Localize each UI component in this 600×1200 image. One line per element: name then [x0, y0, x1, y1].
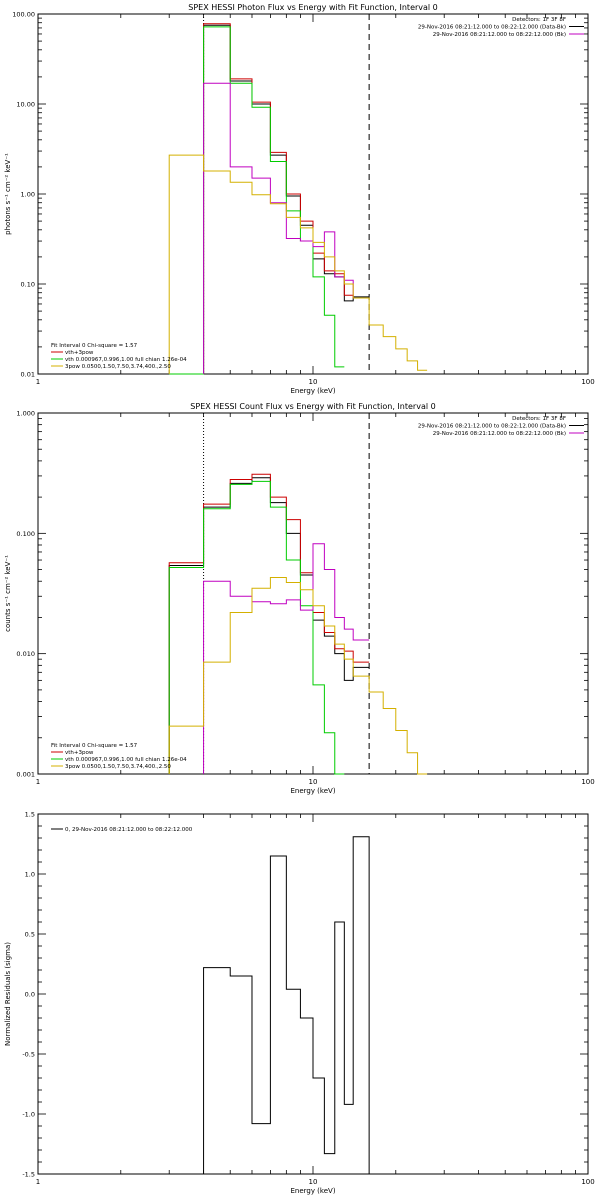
x-tick-label: 100: [581, 378, 594, 386]
x-tick-label: 10: [309, 778, 318, 786]
info-line: 29-Nov-2016 08:21:12.000 to 08:22:12.000…: [418, 424, 566, 430]
legend-label: vth 0.000967,0.996,1.00 full chian 1.26e…: [65, 757, 187, 763]
data-series-5: [168, 576, 428, 775]
x-tick-label: 100: [581, 1178, 594, 1186]
y-tick-label: 100.00: [12, 11, 35, 19]
data-series-3: [168, 480, 345, 775]
y-axis-label: Normalized Residuals (sigma): [4, 942, 12, 1046]
y-tick-label: 0.01: [21, 371, 35, 379]
y-tick-label: 0.0: [25, 991, 35, 999]
y-tick-label: 1.00: [21, 191, 35, 199]
y-axis-label: photons s⁻¹ cm⁻² keV⁻¹: [4, 153, 12, 235]
info-line: Detectors: 1F 3F 8F: [512, 416, 566, 422]
chart-title: SPEX HESSI Photon Flux vs Energy with Fi…: [188, 3, 438, 12]
info-line: Detectors: 1F 3F 8F: [512, 17, 566, 23]
data-series-1: [168, 477, 370, 774]
legend-label: vth 0.000967,0.996,1.00 full chian 1.26e…: [65, 357, 187, 363]
legend-label: vth+3pow: [65, 750, 94, 756]
y-tick-label: 0.010: [16, 650, 35, 658]
x-tick-label: 10: [309, 378, 318, 386]
y-tick-label: -0.5: [22, 1051, 35, 1059]
data-series-1: [203, 836, 370, 1174]
y-tick-label: 0.5: [25, 931, 35, 939]
x-tick-label: 1: [36, 778, 40, 786]
chart-panel-1: SPEX HESSI Photon Flux vs Energy with Fi…: [4, 3, 595, 395]
info-line: 29-Nov-2016 08:21:12.000 to 08:22:12.000…: [433, 32, 566, 38]
chart-title: SPEX HESSI Count Flux vs Energy with Fit…: [190, 402, 435, 411]
legend-label: 0, 29-Nov-2016 08:21:12.000 to 08:22:12.…: [65, 827, 193, 833]
chart-panel-2: SPEX HESSI Count Flux vs Energy with Fit…: [4, 402, 595, 795]
data-series-5: [168, 154, 428, 374]
x-axis-label: Energy (keV): [290, 1187, 335, 1195]
x-axis-label: Energy (keV): [290, 387, 335, 395]
chart-panel-3: 1 10 100 Energy (keV) -1.5 -1.0 -0.5 0.0 0.5 1.0 1…: [4, 811, 595, 1196]
plot-frame: [37, 813, 589, 1175]
legend-title: Fit Interval 0 Chi-square = 1.57: [51, 343, 138, 349]
y-tick-label: 0.10: [21, 281, 35, 289]
y-tick-label: 1.000: [16, 410, 35, 418]
data-series-2: [168, 473, 370, 774]
y-tick-label: 1.0: [25, 871, 35, 879]
y-tick-label: 10.00: [16, 101, 35, 109]
legend-label: 3pow 0.0500,1.50,7.50,3.74,400.,2.50: [65, 764, 171, 770]
y-tick-label: 1.5: [25, 811, 35, 819]
y-tick-label: -1.5: [22, 1171, 35, 1179]
legend-label: 3pow 0.0500,1.50,7.50,3.74,400.,2.50: [65, 364, 171, 370]
y-tick-label: -1.0: [22, 1111, 35, 1119]
x-tick-label: 100: [581, 778, 594, 786]
data-series-4: [203, 543, 370, 774]
x-axis-label: Energy (keV): [290, 787, 335, 795]
y-axis-label: counts s⁻¹ cm⁻² keV⁻¹: [4, 555, 12, 632]
info-line: 29-Nov-2016 08:21:12.000 to 08:22:12.000…: [418, 25, 566, 31]
data-series-3: [169, 26, 345, 375]
x-tick-label: 10: [309, 1178, 318, 1186]
y-tick-label: 0.001: [16, 771, 35, 779]
legend-label: vth+3pow: [65, 350, 94, 356]
x-tick-label: 1: [36, 378, 40, 386]
data-series-4: [203, 82, 370, 374]
plot-frame: [37, 13, 589, 375]
y-tick-label: 0.100: [16, 530, 35, 538]
legend-title: Fit Interval 0 Chi-square = 1.57: [51, 743, 138, 749]
info-line: 29-Nov-2016 08:21:12.000 to 08:22:12.000…: [433, 431, 566, 437]
x-tick-label: 1: [36, 1178, 40, 1186]
